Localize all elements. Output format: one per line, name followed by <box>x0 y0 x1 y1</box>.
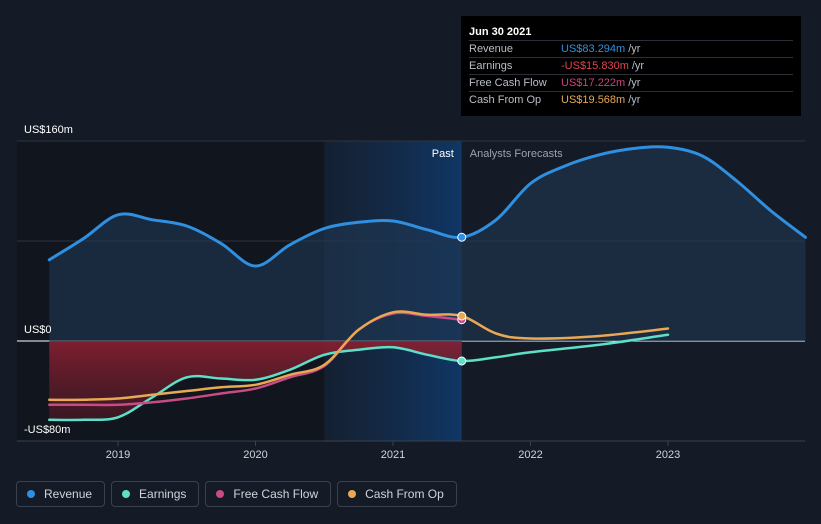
x-tick-label: 2019 <box>106 449 130 461</box>
tooltip-value: -US$15.830m <box>561 60 629 72</box>
tooltip-value: US$17.222m <box>561 77 626 89</box>
tooltip-date: Jun 30 2021 <box>469 26 532 38</box>
legend-item-cash-from-op[interactable]: Cash From Op <box>337 481 457 507</box>
tooltip-unit: /yr <box>628 43 641 55</box>
period-forecast-label: Analysts Forecasts <box>470 148 563 160</box>
earnings-area <box>49 341 462 420</box>
tooltip-value: US$83.294m <box>561 43 626 55</box>
x-tick-label: 2023 <box>656 449 680 461</box>
legend-label: Free Cash Flow <box>233 487 319 501</box>
legend-dot-icon <box>122 490 131 498</box>
x-tick-label: 2020 <box>243 449 267 461</box>
legend-label: Earnings <box>139 487 187 501</box>
tooltip-row-earnings: Earnings -US$15.830m /yr <box>469 57 793 74</box>
tooltip-row-cash-from-op: Cash From Op US$19.568m /yr <box>469 91 793 108</box>
legend-item-earnings[interactable]: Earnings <box>111 481 200 507</box>
tooltip-label: Revenue <box>469 43 514 55</box>
x-tick-label: 2021 <box>381 449 405 461</box>
y-axis-label: -US$80m <box>24 424 70 436</box>
x-tick-label: 2022 <box>518 449 542 461</box>
tooltip-row-revenue: Revenue US$83.294m /yr <box>469 40 793 57</box>
tooltip-label: Earnings <box>469 60 513 72</box>
tooltip-value: US$19.568m <box>561 94 626 106</box>
cash-from-op-marker <box>457 311 467 321</box>
period-past-label: Past <box>432 148 454 160</box>
legend: Revenue Earnings Free Cash Flow Cash Fro… <box>16 481 457 507</box>
tooltip: Jun 30 2021 Revenue US$83.294m /yr Earni… <box>461 16 801 116</box>
legend-item-free-cash-flow[interactable]: Free Cash Flow <box>205 481 332 507</box>
y-axis-label: US$160m <box>24 124 73 136</box>
tooltip-label: Cash From Op <box>469 94 542 106</box>
tooltip-label: Free Cash Flow <box>469 77 547 89</box>
tooltip-unit: /yr <box>628 77 641 89</box>
legend-dot-icon <box>348 490 357 498</box>
tooltip-row-free-cash-flow: Free Cash Flow US$17.222m /yr <box>469 74 793 91</box>
revenue-line <box>47 145 807 268</box>
legend-item-revenue[interactable]: Revenue <box>16 481 106 507</box>
tooltip-unit: /yr <box>628 94 641 106</box>
tooltip-unit: /yr <box>631 60 645 72</box>
revenue-marker <box>457 232 467 242</box>
y-axis-label: US$0 <box>24 324 52 336</box>
legend-label: Revenue <box>44 487 93 501</box>
legend-dot-icon <box>27 490 35 498</box>
legend-dot-icon <box>216 490 225 498</box>
legend-label: Cash From Op <box>365 487 444 501</box>
earnings-marker <box>457 356 467 366</box>
revenue-area <box>49 146 806 341</box>
cash-from-op-line <box>48 310 670 402</box>
